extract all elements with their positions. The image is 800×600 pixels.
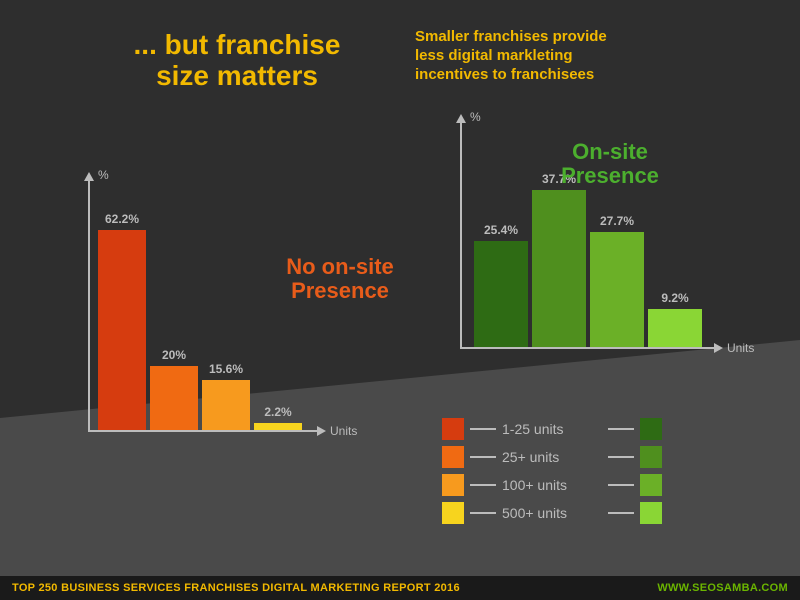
chart-left-x-axis (88, 430, 318, 432)
chart-left-y-arrow-icon (84, 172, 94, 181)
footer-report-title: TOP 250 BUSINESS SERVICES FRANCHISES DIG… (12, 582, 460, 594)
chart-right-x-axis (460, 347, 715, 349)
legend-row: 25+ units (442, 443, 662, 471)
page-title: ... but franchisesize matters (122, 30, 352, 92)
chart-left-y-label: % (98, 168, 109, 182)
chart-right-y-label: % (470, 110, 481, 124)
chart-onsite-title: On-sitePresence (540, 140, 680, 188)
chart-right-bar: 37.7% (532, 190, 586, 347)
page-subtitle: Smaller franchises provideless digital m… (415, 28, 675, 84)
legend-swatch-left (442, 418, 464, 440)
footer: TOP 250 BUSINESS SERVICES FRANCHISES DIG… (0, 576, 800, 600)
legend-swatch-left (442, 474, 464, 496)
chart-right-y-arrow-icon (456, 114, 466, 123)
legend-connector-icon (470, 484, 496, 486)
chart-right-bar: 27.7% (590, 232, 644, 347)
legend-swatch-right (640, 418, 662, 440)
chart-right-bar: 9.2% (648, 309, 702, 347)
legend-connector-icon (608, 456, 634, 458)
chart-left-bar-label: 20% (150, 348, 198, 362)
legend-label: 500+ units (502, 505, 602, 521)
chart-right-bar-label: 27.7% (590, 214, 644, 228)
chart-left-bar-label: 15.6% (202, 362, 250, 376)
chart-left-bar: 20% (150, 366, 198, 430)
legend: 1-25 units 25+ units 100+ units 500+ units (442, 415, 662, 527)
chart-left-x-label: Units (330, 424, 357, 438)
footer-url: WWW.SEOSAMBA.COM (657, 582, 788, 594)
legend-label: 25+ units (502, 449, 602, 465)
chart-left-y-axis (88, 180, 90, 430)
legend-row: 100+ units (442, 471, 662, 499)
legend-label: 100+ units (502, 477, 602, 493)
chart-right-y-axis (460, 122, 462, 347)
legend-connector-icon (470, 512, 496, 514)
legend-connector-icon (608, 512, 634, 514)
chart-right-bar-label: 25.4% (474, 223, 528, 237)
legend-swatch-left (442, 502, 464, 524)
chart-left-bar-label: 2.2% (254, 405, 302, 419)
chart-right-bar: 25.4% (474, 241, 528, 347)
chart-left-bar: 15.6% (202, 380, 250, 430)
legend-connector-icon (608, 428, 634, 430)
chart-left-x-arrow-icon (317, 426, 326, 436)
legend-swatch-right (640, 474, 662, 496)
legend-connector-icon (608, 484, 634, 486)
chart-right-x-arrow-icon (714, 343, 723, 353)
chart-left-bar-label: 62.2% (98, 212, 146, 226)
legend-swatch-left (442, 446, 464, 468)
chart-right-bar-label: 9.2% (648, 291, 702, 305)
legend-swatch-right (640, 446, 662, 468)
legend-row: 500+ units (442, 499, 662, 527)
chart-no-onsite-title: No on-sitePresence (265, 255, 415, 303)
chart-right-x-label: Units (727, 341, 754, 355)
legend-label: 1-25 units (502, 421, 602, 437)
legend-swatch-right (640, 502, 662, 524)
legend-connector-icon (470, 456, 496, 458)
chart-left-bar: 62.2% (98, 230, 146, 430)
legend-row: 1-25 units (442, 415, 662, 443)
legend-connector-icon (470, 428, 496, 430)
chart-left-bar: 2.2% (254, 423, 302, 430)
